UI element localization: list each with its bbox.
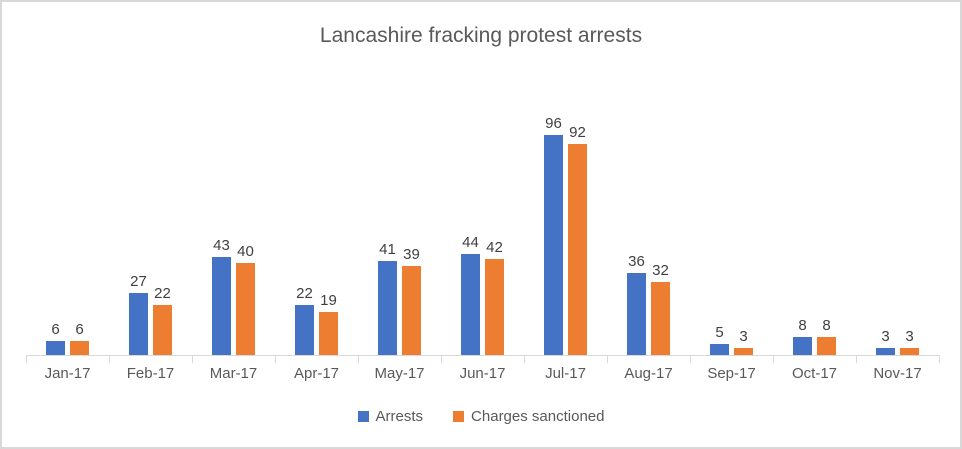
- bar-arrests: 22: [295, 285, 314, 355]
- x-axis-tick-label: Jun-17: [459, 365, 506, 382]
- bar-value-label: 22: [154, 284, 171, 302]
- bar-value-label: 3: [881, 328, 890, 346]
- bar-value-label: 8: [822, 316, 831, 334]
- bar-charges-sanctioned: 42: [485, 239, 504, 355]
- legend-swatch-icon: [453, 411, 465, 422]
- bar-value-label: 96: [545, 115, 562, 132]
- x-axis-tick-label: May-17: [374, 365, 425, 382]
- x-axis-tick-label: Jul-17: [545, 365, 586, 382]
- x-axis-tick-label: Apr-17: [293, 365, 340, 382]
- x-axis-line: [26, 355, 940, 356]
- bar-value-label: 39: [403, 245, 420, 263]
- bar-charges-sanctioned: 22: [153, 285, 172, 355]
- x-axis-tick-mark: [192, 355, 193, 363]
- legend-item: Arrests: [357, 408, 424, 425]
- bar-value-label: 40: [237, 243, 254, 261]
- bar-charges-sanctioned: 39: [402, 246, 421, 355]
- bar-charges-sanctioned: 19: [319, 292, 338, 355]
- category-group: 41 39: [358, 135, 441, 355]
- bar-value-label: 41: [379, 241, 396, 258]
- bar-value-label: 44: [462, 234, 479, 252]
- plot-area: 6 6 27 22 43 40 22 19 41 39 44 42 96 92 36 32 5 3 8 8 3 3: [26, 115, 939, 355]
- bar-charges-sanctioned: 32: [651, 262, 670, 355]
- bar-arrests: 41: [378, 241, 397, 355]
- x-axis-tick-label: Aug-17: [624, 365, 673, 382]
- bar-charges-sanctioned: 40: [236, 243, 255, 355]
- legend: Arrests Charges sanctioned: [2, 408, 960, 425]
- x-axis-tick-mark: [939, 355, 940, 363]
- x-axis-tick-label: Jan-17: [44, 365, 91, 382]
- x-axis-tick-mark: [441, 355, 442, 363]
- x-axis-tick-label: Nov-17: [873, 365, 922, 382]
- x-axis-tick-mark: [607, 355, 608, 363]
- bar-value-label: 5: [715, 323, 724, 341]
- bar-value-label: 3: [905, 328, 914, 346]
- x-axis-tick-mark: [856, 355, 857, 363]
- x-axis-tick-mark: [773, 355, 774, 363]
- category-group: 96 92: [524, 115, 607, 355]
- category-group: 27 22: [109, 135, 192, 355]
- bar-value-label: 36: [628, 252, 645, 270]
- category-group: 22 19: [275, 135, 358, 355]
- bar-charges-sanctioned: 6: [70, 321, 89, 355]
- bar-arrests: 96: [544, 115, 563, 355]
- x-axis-tick-mark: [109, 355, 110, 363]
- bar-value-label: 19: [320, 291, 337, 309]
- bar-charges-sanctioned: 8: [817, 317, 836, 355]
- bar-arrests: 3: [876, 328, 895, 355]
- legend-label: Arrests: [375, 408, 424, 425]
- bar-arrests: 6: [46, 321, 65, 355]
- bar-arrests: 44: [461, 234, 480, 355]
- x-axis-tick-label: Oct-17: [791, 365, 837, 382]
- x-axis-tick-label: Sep-17: [707, 365, 756, 382]
- x-axis-tick-mark: [275, 355, 276, 363]
- x-axis-tick-mark: [26, 355, 27, 363]
- bar-arrests: 8: [793, 317, 812, 355]
- bar-value-label: 32: [652, 261, 669, 279]
- bar-arrests: 36: [627, 253, 646, 355]
- bar-charges-sanctioned: 3: [734, 328, 753, 355]
- legend-label: Charges sanctioned: [471, 408, 605, 425]
- bar-value-label: 22: [296, 284, 313, 302]
- bar-charges-sanctioned: 92: [568, 124, 587, 355]
- x-axis-tick-label: Feb-17: [126, 365, 175, 382]
- bar-value-label: 3: [739, 328, 748, 346]
- legend-swatch-icon: [357, 411, 369, 422]
- x-axis-tick-mark: [358, 355, 359, 363]
- category-group: 36 32: [607, 135, 690, 355]
- bar-value-label: 43: [213, 236, 230, 254]
- bar-arrests: 27: [129, 273, 148, 355]
- x-axis-tick-mark: [524, 355, 525, 363]
- bar-value-label: 6: [75, 321, 84, 339]
- bar-charges-sanctioned: 3: [900, 328, 919, 355]
- x-axis-tick-mark: [690, 355, 691, 363]
- bar-value-label: 92: [569, 124, 586, 142]
- bar-value-label: 6: [51, 321, 60, 339]
- legend-item: Charges sanctioned: [453, 408, 604, 425]
- category-group: 43 40: [192, 135, 275, 355]
- bar-value-label: 8: [798, 316, 807, 334]
- bar-arrests: 5: [710, 324, 729, 355]
- bar-arrests: 43: [212, 237, 231, 355]
- bar-value-label: 42: [486, 238, 503, 256]
- category-group: 44 42: [441, 135, 524, 355]
- x-axis-labels: Jan-17 Feb-17 Mar-17 Apr-17 May-17 Jun-17 Jul-…: [26, 365, 939, 382]
- bar-value-label: 27: [130, 273, 147, 291]
- chart-title: Lancashire fracking protest arrests: [319, 24, 643, 47]
- x-axis-tick-label: Mar-17: [209, 365, 258, 382]
